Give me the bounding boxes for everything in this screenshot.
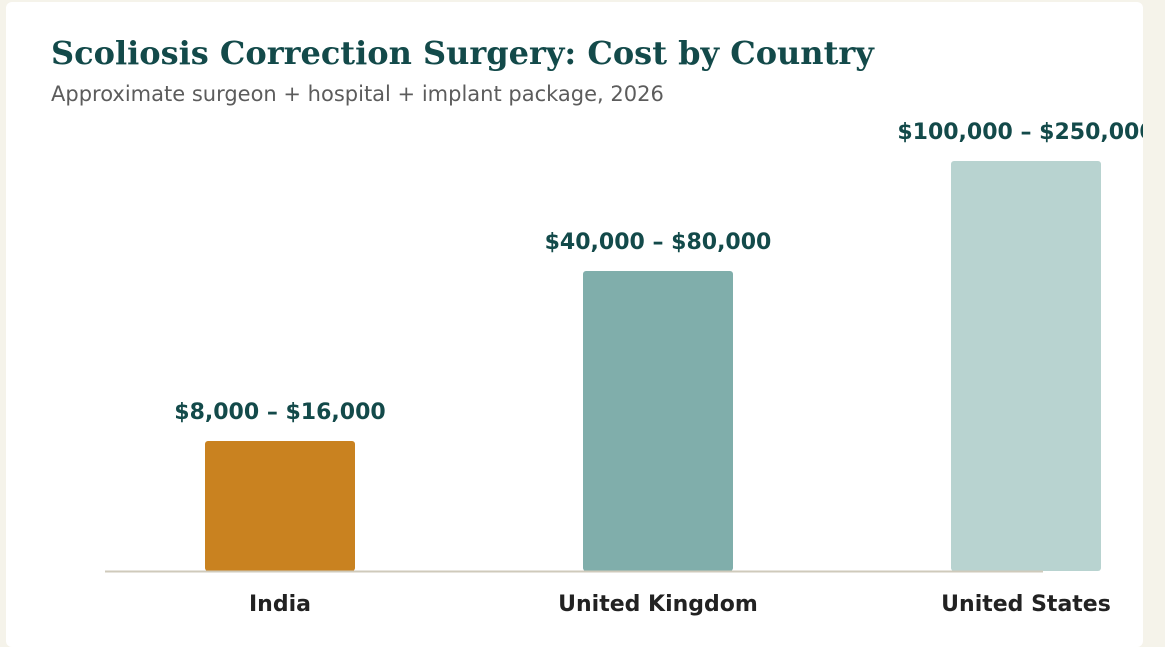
chart-subtitle: Approximate surgeon + hospital + implant…: [51, 82, 664, 106]
chart-card: Scoliosis Correction Surgery: Cost by Co…: [6, 2, 1143, 647]
bars-layer: [205, 161, 1101, 571]
bar-india: [205, 441, 355, 571]
value-label: $8,000 – $16,000: [174, 400, 385, 425]
value-label: $40,000 – $80,000: [545, 230, 772, 255]
bar-united-states: [951, 161, 1101, 571]
category-label: India: [249, 592, 311, 617]
bar-united-kingdom: [583, 271, 733, 571]
bar-chart: $8,000 – $16,000 India $40,000 – $80,000 Un…: [105, 120, 1143, 617]
category-label: United States: [941, 592, 1111, 617]
labels-layer: $8,000 – $16,000 India $40,000 – $80,000 Un…: [174, 120, 1143, 617]
category-label: United Kingdom: [558, 592, 758, 617]
chart-title: Scoliosis Correction Surgery: Cost by Co…: [51, 34, 874, 72]
value-label: $100,000 – $250,000: [897, 120, 1143, 145]
